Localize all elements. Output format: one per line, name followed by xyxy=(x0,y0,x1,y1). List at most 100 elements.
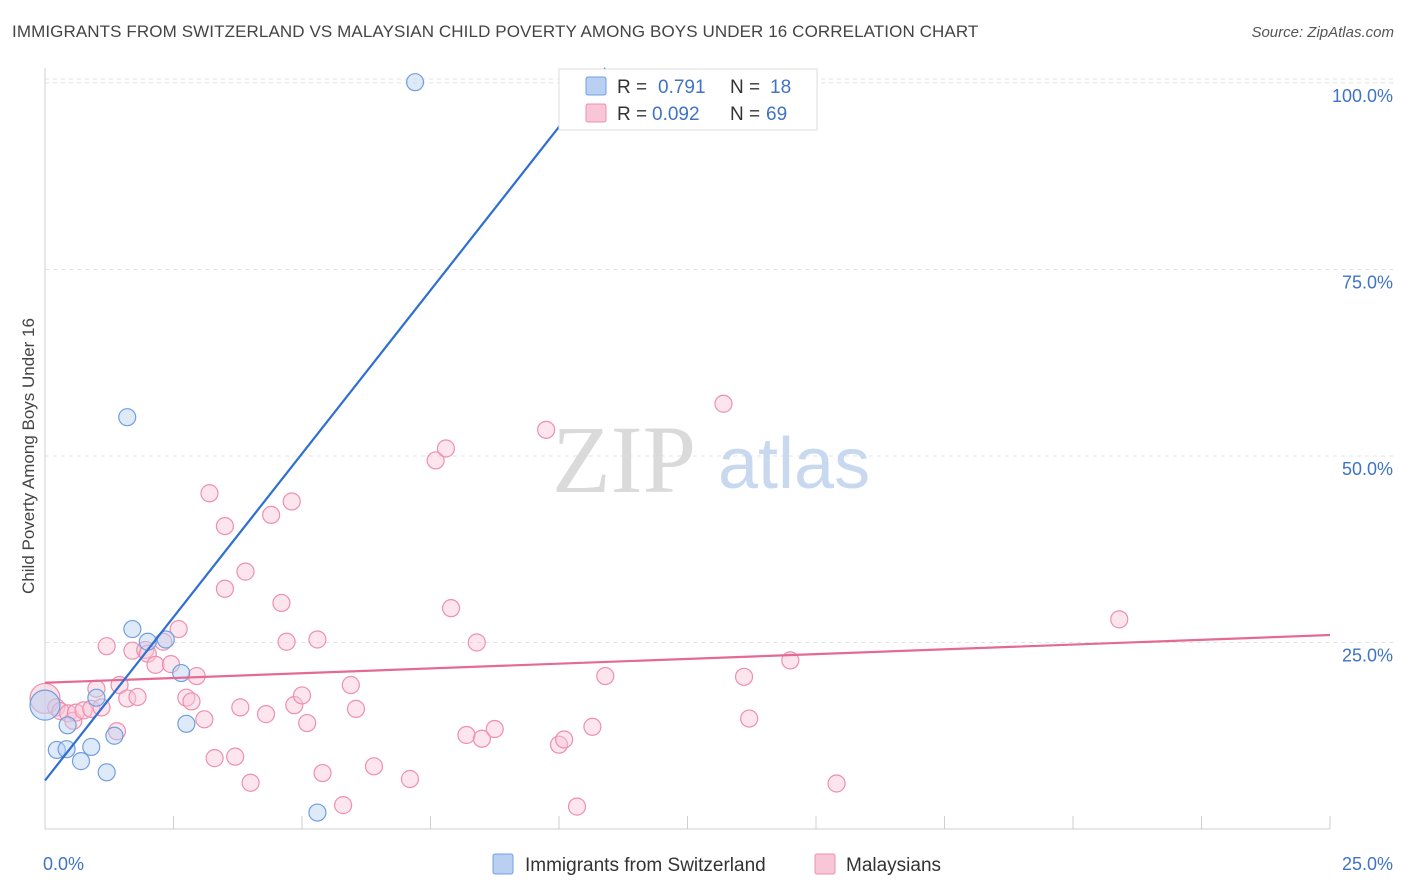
malaysians-point xyxy=(313,763,332,783)
malaysians-point xyxy=(128,687,147,707)
switzerland-point xyxy=(123,619,142,639)
switzerland-point xyxy=(29,689,61,721)
stats-legend: R = 0.791 N = 18 R = 0.092 N = 69 xyxy=(558,68,818,131)
legend-label-switzerland: Immigrants from Switzerland xyxy=(525,855,766,876)
malaysians-point xyxy=(277,632,296,651)
malaysians-point xyxy=(567,797,587,816)
malaysians-point xyxy=(226,747,245,766)
switzerland-point xyxy=(97,763,116,782)
malaysians-point xyxy=(298,713,317,733)
malaysians-point xyxy=(236,562,255,581)
malaysians-point xyxy=(426,451,445,470)
malaysians-point xyxy=(341,675,360,695)
switzerland-trend-line xyxy=(44,67,607,782)
stats-swatch-pink xyxy=(585,103,607,123)
switzerland-point xyxy=(118,408,137,427)
malaysians-point xyxy=(714,394,733,413)
malaysians-point xyxy=(215,579,234,598)
watermark-atlas: atlas xyxy=(718,424,870,504)
trend-lines xyxy=(44,67,1331,782)
malaysians-point xyxy=(549,735,569,754)
x-tick-labels: 0.0% 25.0% xyxy=(43,854,1393,874)
malaysians-point xyxy=(256,705,276,724)
malaysians-point xyxy=(215,516,234,536)
malaysians-point xyxy=(827,774,846,793)
malaysians-point xyxy=(292,686,312,705)
malaysians-point xyxy=(583,717,602,736)
stats-r-label-blue: R = xyxy=(617,77,647,98)
malaysians-point xyxy=(231,698,250,717)
stats-swatch-blue xyxy=(585,76,607,96)
malaysians-point xyxy=(146,655,165,674)
switzerland-point xyxy=(71,752,91,771)
stats-r-value-pink: 0.092 xyxy=(652,104,700,125)
malaysians-point xyxy=(555,730,574,749)
stats-r-value-blue: 0.791 xyxy=(658,77,706,98)
malaysians-point xyxy=(74,701,93,720)
legend-swatch-malaysians xyxy=(814,853,836,875)
malaysians-point xyxy=(205,749,224,768)
malaysians-point xyxy=(400,769,420,789)
switzerland-point xyxy=(57,740,76,759)
legend-swatch-switzerland xyxy=(492,853,514,875)
watermark: ZIP atlas xyxy=(552,406,870,513)
switzerland-point xyxy=(87,688,106,707)
malaysians-point xyxy=(1110,610,1129,629)
source-credit: Source: ZipAtlas.com xyxy=(1251,24,1394,41)
malaysians-points xyxy=(29,394,1129,816)
malaysians-point xyxy=(596,666,615,686)
grid-lines xyxy=(45,78,1393,643)
chart-title: IMMIGRANTS FROM SWITZERLAND VS MALAYSIAN… xyxy=(12,22,979,41)
switzerland-point xyxy=(177,714,196,733)
malaysians-point xyxy=(457,725,476,745)
malaysians-point xyxy=(282,492,301,511)
y-tick-label: 75.0% xyxy=(1342,272,1393,292)
malaysians-point xyxy=(241,773,260,792)
switzerland-points xyxy=(29,73,579,822)
malaysians-point xyxy=(285,696,304,715)
malaysians-point xyxy=(740,709,759,728)
y-tick-label: 50.0% xyxy=(1342,459,1393,479)
malaysians-point xyxy=(441,599,461,618)
malaysians-point xyxy=(195,710,214,729)
switzerland-point xyxy=(47,740,66,760)
series-legend: Immigrants from Switzerland Malaysians xyxy=(492,853,941,876)
malaysians-point xyxy=(334,796,353,815)
malaysians-point xyxy=(436,439,456,458)
switzerland-point xyxy=(58,716,77,735)
y-tick-label: 25.0% xyxy=(1342,645,1393,665)
malaysians-point xyxy=(182,692,201,711)
switzerland-point xyxy=(105,726,124,745)
y-axis-title: Child Poverty Among Boys Under 16 xyxy=(19,318,38,594)
malaysians-point xyxy=(346,699,366,718)
x-tick-label-min: 0.0% xyxy=(43,854,84,874)
stats-n-label-blue: N = xyxy=(730,77,760,98)
y-tick-labels: 25.0% 50.0% 75.0% 100.0% xyxy=(1332,86,1393,666)
switzerland-point xyxy=(405,73,425,92)
malaysians-point xyxy=(472,729,491,748)
malaysians-point xyxy=(537,420,556,439)
malaysians-point xyxy=(262,505,281,525)
malaysians-point xyxy=(467,633,486,652)
y-tick-label: 100.0% xyxy=(1332,86,1393,106)
malaysians-point xyxy=(308,630,327,649)
switzerland-point xyxy=(308,803,327,822)
malaysians-point xyxy=(169,619,188,639)
malaysians-point xyxy=(97,637,116,656)
malaysians-point xyxy=(272,593,291,613)
switzerland-point xyxy=(82,737,101,757)
legend-label-malaysians: Malaysians xyxy=(846,855,941,876)
malaysians-point xyxy=(364,757,384,776)
watermark-zip: ZIP xyxy=(552,406,696,513)
malaysians-point xyxy=(200,484,219,503)
stats-n-label-pink: N = xyxy=(730,104,760,125)
malaysians-point xyxy=(734,667,754,686)
switzerland-point xyxy=(156,630,175,649)
malaysians-point xyxy=(161,655,181,674)
stats-n-value-pink: 69 xyxy=(766,104,787,125)
x-tick-label-max: 25.0% xyxy=(1342,854,1393,874)
malaysians-trend-line xyxy=(44,633,1331,684)
stats-n-value-blue: 18 xyxy=(770,77,791,98)
stats-r-label-pink: R = xyxy=(617,104,647,125)
